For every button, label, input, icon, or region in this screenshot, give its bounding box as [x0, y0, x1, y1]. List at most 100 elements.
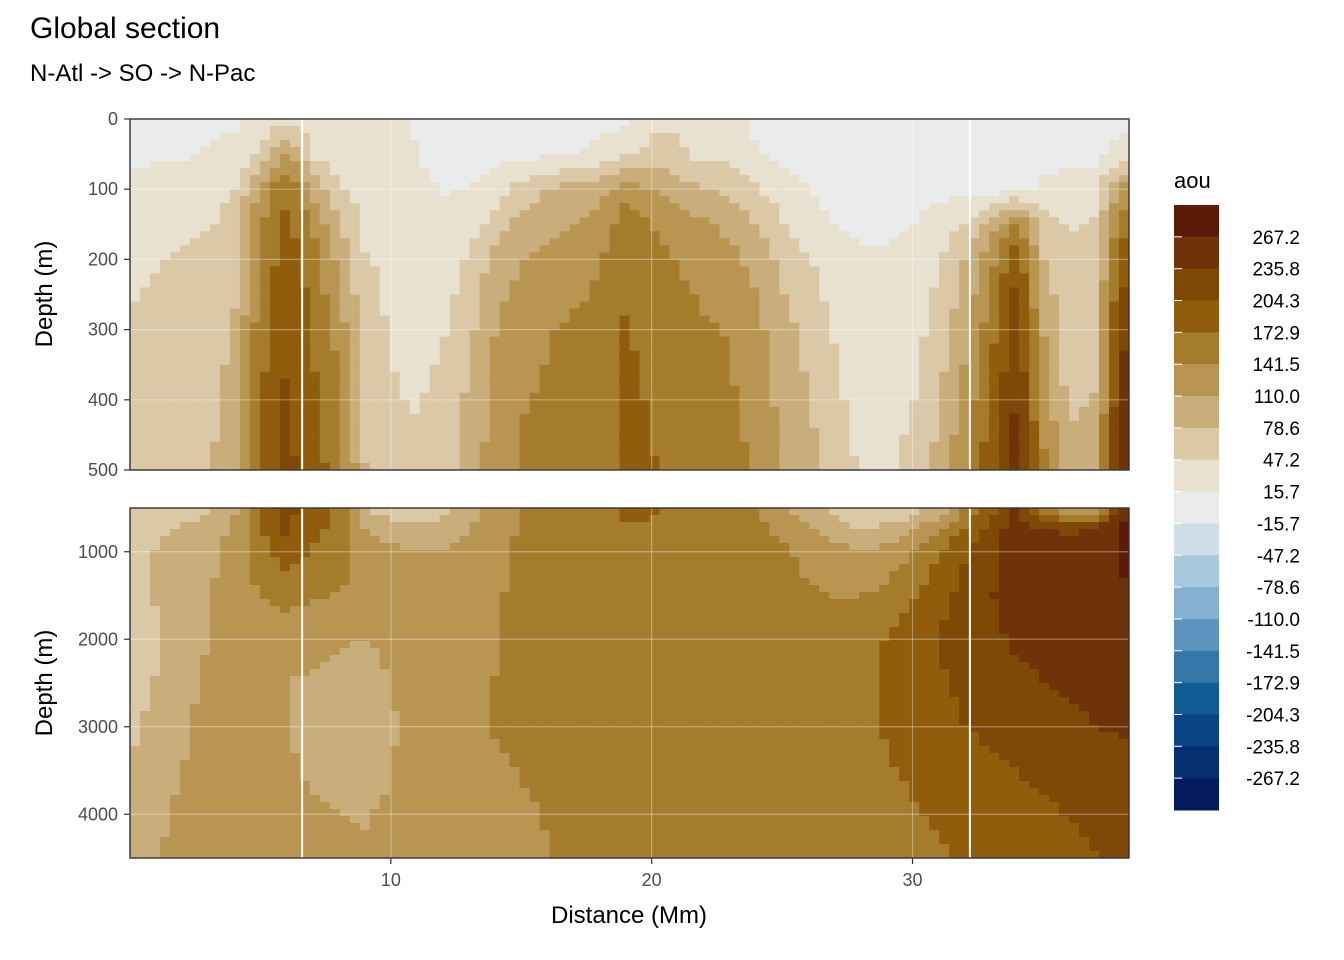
heatmap-cell — [399, 336, 411, 345]
heatmap-cell — [819, 217, 830, 225]
heatmap-cell — [509, 399, 521, 408]
heatmap-cell — [539, 392, 551, 401]
heatmap-cell — [1099, 287, 1110, 296]
heatmap-cell — [469, 406, 481, 415]
heatmap-cell — [989, 350, 1000, 359]
heatmap-cell — [389, 231, 401, 239]
heatmap-cell — [509, 294, 521, 303]
heatmap-cell — [789, 294, 800, 303]
heatmap-cell — [139, 336, 151, 345]
heatmap-cell — [359, 217, 371, 225]
heatmap-cell — [469, 154, 481, 162]
heatmap-cell — [1029, 154, 1040, 162]
heatmap-cell — [919, 315, 930, 324]
heatmap-cell — [449, 392, 461, 401]
heatmap-cell — [239, 441, 251, 450]
heatmap-cell — [130, 266, 141, 275]
heatmap-cell — [839, 315, 850, 324]
heatmap-cell — [429, 252, 441, 260]
heatmap-cell — [379, 448, 391, 457]
heatmap-cell — [529, 371, 541, 380]
heatmap-cell — [839, 399, 850, 408]
heatmap-cell — [229, 133, 241, 141]
heatmap-cell — [849, 245, 860, 253]
heatmap-cell — [389, 154, 401, 162]
heatmap-cell — [599, 364, 611, 373]
heatmap-cell — [839, 378, 850, 387]
heatmap-cell — [989, 294, 1000, 303]
heatmap-cell — [139, 259, 151, 268]
heatmap-cell — [389, 385, 401, 394]
heatmap-cell — [479, 448, 491, 457]
heatmap-cell — [949, 182, 960, 190]
heatmap-cell — [979, 399, 990, 408]
chart-subtitle: N-Atl -> SO -> N-Pac — [30, 60, 256, 87]
heatmap-cell — [499, 287, 511, 296]
heatmap-cell — [579, 385, 591, 394]
heatmap-cell — [130, 196, 141, 204]
heatmap-cell — [919, 392, 930, 401]
heatmap-cell — [130, 189, 141, 197]
heatmap-cell — [939, 441, 950, 450]
heatmap-cell — [209, 434, 221, 443]
heatmap-cell — [919, 217, 930, 225]
heatmap-cell — [749, 182, 760, 190]
heatmap-cell — [949, 427, 960, 436]
heatmap-cell — [929, 448, 940, 457]
heatmap-cell — [509, 315, 521, 324]
heatmap-cell — [749, 462, 760, 470]
heatmap-cell — [489, 329, 501, 338]
heatmap-cell — [639, 147, 651, 155]
heatmap-cell — [299, 273, 311, 282]
heatmap-cell — [869, 287, 880, 296]
heatmap-cell — [249, 189, 261, 197]
heatmap-cell — [169, 392, 181, 401]
heatmap-cell — [619, 217, 631, 225]
heatmap-cell — [409, 294, 421, 303]
heatmap-cell — [939, 231, 950, 239]
heatmap-cell — [629, 455, 641, 464]
heatmap-cell — [439, 287, 451, 296]
heatmap-cell — [329, 203, 341, 211]
heatmap-cell — [449, 294, 461, 303]
heatmap-cell — [379, 210, 391, 218]
heatmap-cell — [619, 413, 631, 422]
heatmap-cell — [649, 420, 661, 429]
heatmap-cell — [439, 203, 451, 211]
heatmap-cell — [459, 392, 471, 401]
heatmap-cell — [869, 119, 880, 127]
heatmap-cell — [599, 287, 611, 296]
heatmap-cell — [979, 308, 990, 317]
heatmap-cell — [429, 126, 441, 134]
heatmap-cell — [489, 196, 501, 204]
heatmap-cell — [909, 385, 920, 394]
heatmap-cell — [219, 168, 231, 176]
heatmap-cell — [1019, 413, 1030, 422]
heatmap-cell — [689, 301, 701, 310]
heatmap-cell — [239, 161, 251, 169]
heatmap-cell — [409, 406, 421, 415]
heatmap-cell — [379, 434, 391, 443]
heatmap-cell — [379, 238, 391, 246]
heatmap-cell — [739, 462, 750, 470]
heatmap-cell — [439, 329, 451, 338]
heatmap-cell — [139, 231, 151, 239]
heatmap-cell — [529, 287, 541, 296]
heatmap-cell — [939, 371, 950, 380]
heatmap-cell — [969, 343, 980, 352]
heatmap-cell — [619, 140, 631, 148]
heatmap-cell — [1039, 441, 1050, 450]
heatmap-cell — [769, 140, 780, 148]
heatmap-cell — [489, 462, 501, 470]
heatmap-cell — [299, 350, 311, 359]
heatmap-cell — [789, 455, 800, 464]
heatmap-cell — [409, 119, 421, 127]
heatmap-cell — [239, 217, 251, 225]
heatmap-cell — [639, 119, 651, 127]
heatmap-cell — [259, 182, 271, 190]
heatmap-cell — [479, 455, 491, 464]
heatmap-cell — [869, 259, 880, 268]
heatmap-cell — [589, 357, 601, 366]
heatmap-cell — [179, 273, 191, 282]
heatmap-cell — [299, 420, 311, 429]
